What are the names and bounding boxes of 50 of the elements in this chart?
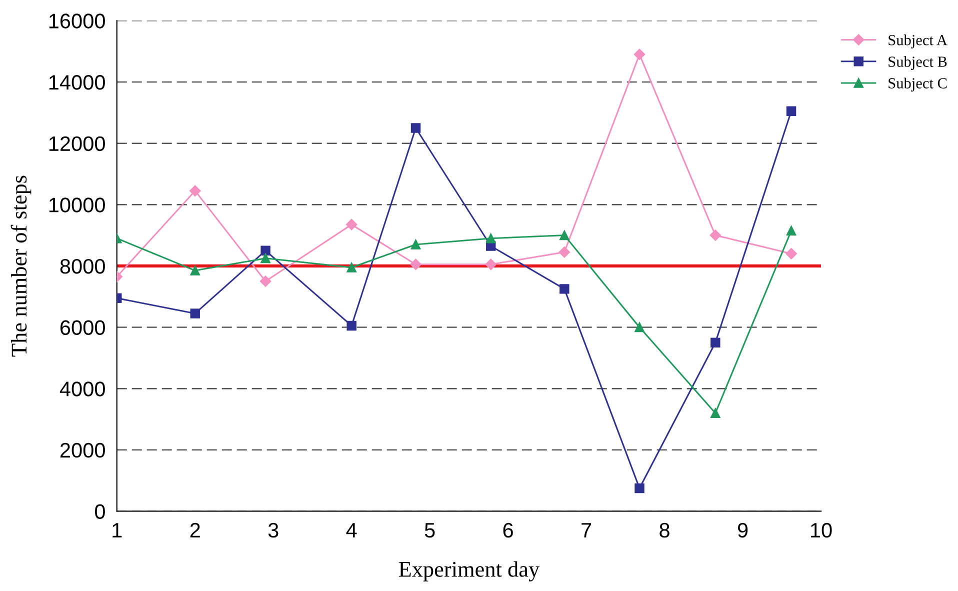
- y-tick-label: 14000: [49, 75, 105, 90]
- legend-label: Subject B: [888, 56, 947, 70]
- point: [410, 123, 421, 133]
- x-axis-title: Experiment day: [398, 561, 540, 582]
- point: [486, 233, 496, 244]
- x-tick-label: 4: [346, 523, 357, 538]
- y-tick-label: 0: [94, 504, 105, 519]
- point: [260, 253, 270, 264]
- y-tick-label: 10000: [49, 198, 105, 212]
- y-tick-label: 4000: [60, 382, 105, 396]
- point: [485, 258, 496, 270]
- point: [786, 248, 797, 260]
- y-tick-label: 12000: [49, 136, 105, 152]
- point: [786, 226, 796, 236]
- x-tick-label: 2: [190, 522, 200, 538]
- point: [786, 106, 796, 116]
- x-tick-label: 3: [268, 522, 278, 538]
- point: [560, 284, 570, 294]
- point: [190, 185, 201, 196]
- point: [710, 230, 721, 241]
- point: [634, 322, 644, 332]
- y-tick-label: 8000: [60, 258, 105, 274]
- y-tick-label: 16000: [49, 14, 105, 28]
- point: [710, 408, 720, 418]
- point: [558, 246, 570, 258]
- x-tick-label: 1: [112, 523, 122, 538]
- x-tick-label: 7: [582, 523, 592, 538]
- point: [560, 230, 570, 240]
- y-tick-label: 2000: [60, 442, 105, 458]
- point: [410, 240, 421, 250]
- point: [260, 276, 272, 287]
- y-axis-title: The number of steps: [10, 176, 32, 357]
- x-tick-label: 9: [738, 522, 748, 538]
- point: [346, 262, 356, 272]
- point: [260, 246, 270, 256]
- point: [410, 258, 422, 270]
- x-tick-label: 10: [811, 522, 832, 538]
- point: [346, 218, 358, 230]
- point: [710, 338, 720, 348]
- point: [634, 483, 644, 494]
- y-tick-label: 6000: [60, 320, 105, 336]
- x-tick-label: 5: [424, 523, 435, 538]
- x-tick-label: 6: [503, 522, 513, 538]
- legend-label: Subject C: [888, 78, 947, 92]
- point: [190, 308, 200, 318]
- x-tick-label: 8: [660, 522, 670, 538]
- point: [634, 48, 646, 60]
- legend-label: Subject A: [888, 34, 948, 48]
- point: [346, 320, 356, 331]
- point: [190, 266, 200, 276]
